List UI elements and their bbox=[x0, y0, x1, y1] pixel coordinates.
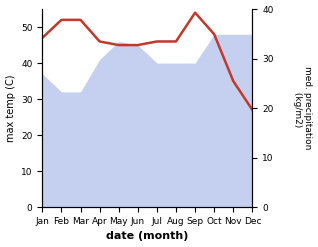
Y-axis label: max temp (C): max temp (C) bbox=[5, 74, 16, 142]
X-axis label: date (month): date (month) bbox=[106, 231, 189, 242]
Y-axis label: med. precipitation
 (kg/m2): med. precipitation (kg/m2) bbox=[293, 66, 313, 150]
